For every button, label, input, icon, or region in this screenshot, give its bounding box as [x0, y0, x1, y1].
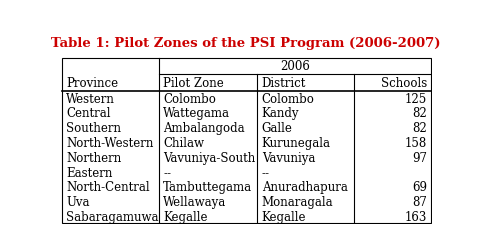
Text: Tambuttegama: Tambuttegama — [163, 181, 252, 194]
Text: 163: 163 — [405, 210, 427, 223]
Text: Monaragala: Monaragala — [262, 196, 333, 208]
Text: Colombo: Colombo — [262, 92, 314, 105]
Text: Province: Province — [66, 77, 119, 90]
Text: Galle: Galle — [262, 122, 292, 135]
Text: Southern: Southern — [66, 122, 121, 135]
Text: 125: 125 — [405, 92, 427, 105]
Text: Vavuniya-South: Vavuniya-South — [163, 151, 255, 164]
Text: Uva: Uva — [66, 196, 90, 208]
Text: Vavuniya: Vavuniya — [262, 151, 315, 164]
Text: Central: Central — [66, 107, 111, 120]
Text: Chilaw: Chilaw — [163, 137, 204, 149]
Text: Schools: Schools — [381, 77, 427, 90]
Text: 2006: 2006 — [280, 60, 310, 73]
Text: North-Central: North-Central — [66, 181, 150, 194]
Text: Northern: Northern — [66, 151, 121, 164]
Text: --: -- — [262, 166, 270, 179]
Text: Kegalle: Kegalle — [262, 210, 306, 223]
Text: 87: 87 — [412, 196, 427, 208]
Text: Pilot Zone: Pilot Zone — [163, 77, 224, 90]
Text: Wellawaya: Wellawaya — [163, 196, 226, 208]
Text: Table 1: Pilot Zones of the PSI Program (2006-2007): Table 1: Pilot Zones of the PSI Program … — [51, 36, 441, 49]
Text: 97: 97 — [412, 151, 427, 164]
Text: Eastern: Eastern — [66, 166, 113, 179]
Text: Kegalle: Kegalle — [163, 210, 207, 223]
Text: --: -- — [163, 166, 171, 179]
Text: Western: Western — [66, 92, 115, 105]
Text: 158: 158 — [405, 137, 427, 149]
Text: 82: 82 — [412, 122, 427, 135]
Text: North-Western: North-Western — [66, 137, 154, 149]
Text: Colombo: Colombo — [163, 92, 216, 105]
Text: District: District — [262, 77, 306, 90]
Bar — [62, 58, 431, 223]
Text: Kandy: Kandy — [262, 107, 299, 120]
Text: 69: 69 — [412, 181, 427, 194]
Text: Kurunegala: Kurunegala — [262, 137, 331, 149]
Text: 82: 82 — [412, 107, 427, 120]
Text: Anuradhapura: Anuradhapura — [262, 181, 348, 194]
Text: Wattegama: Wattegama — [163, 107, 230, 120]
Text: Ambalangoda: Ambalangoda — [163, 122, 245, 135]
Text: Sabaragamuwa: Sabaragamuwa — [66, 210, 159, 223]
